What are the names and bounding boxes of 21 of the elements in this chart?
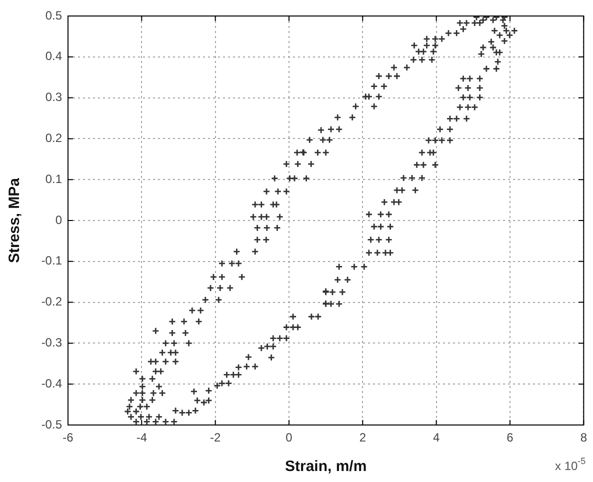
y-tick-label: 0.4 xyxy=(45,49,62,64)
x-tick-label: -6 xyxy=(62,430,74,445)
y-tick-label: -0.1 xyxy=(41,254,62,268)
x-axis-title: Strain, m/m xyxy=(284,458,367,476)
y-tick-label: 0.1 xyxy=(45,172,62,186)
x-tick-label: 6 xyxy=(506,430,514,445)
y-tick-label: -0.3 xyxy=(41,336,62,350)
y-tick-label: -0.5 xyxy=(41,417,62,432)
x-tick-label: -4 xyxy=(136,430,148,445)
y-tick-label: -0.4 xyxy=(41,376,62,390)
x-tick-label: -2 xyxy=(210,430,221,445)
x-tick-label: 0 xyxy=(286,430,293,445)
x-tick-label: 4 xyxy=(432,430,440,445)
y-tick-label: -0.2 xyxy=(41,294,62,309)
y-tick-label: 0.3 xyxy=(45,90,62,104)
x-tick-label: 8 xyxy=(580,430,588,445)
y-tick-label: 0.2 xyxy=(45,131,62,146)
y-tick-label: 0 xyxy=(55,212,62,227)
y-axis-title: Stress, MPa xyxy=(6,177,24,264)
x-tick-label: 2 xyxy=(359,430,366,445)
y-tick-label: 0.5 xyxy=(45,8,62,22)
